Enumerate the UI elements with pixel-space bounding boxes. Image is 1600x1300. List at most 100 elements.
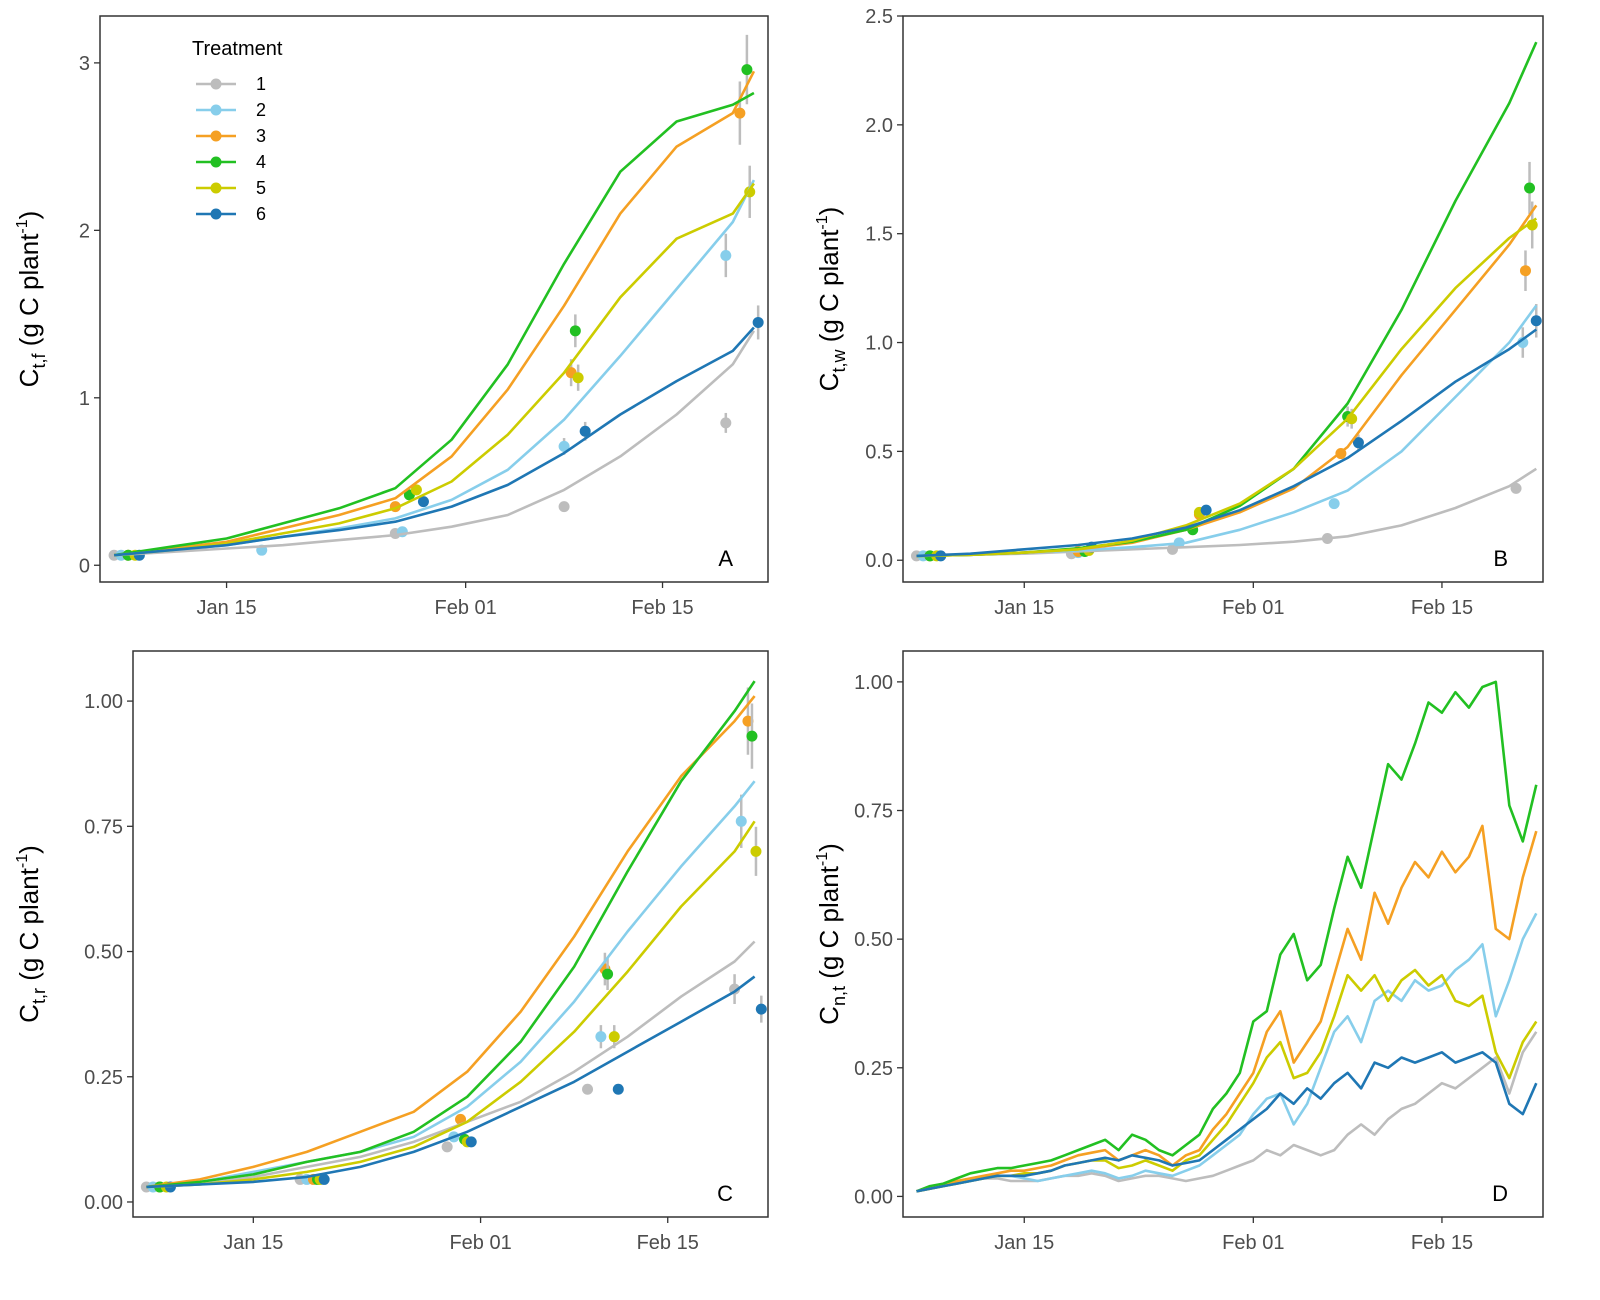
- x-tick-label: Jan 15: [994, 597, 1054, 619]
- y-tick-label: 0.25: [854, 1058, 893, 1080]
- legend-background: [180, 18, 320, 258]
- panel-c: 0.00 0.25 0.50 0.75 1.00 Jan 15 Feb 01 Feb 15 Ct…: [14, 650, 769, 1254]
- point-treatment-4: [1524, 182, 1536, 194]
- panel-tag: B: [1493, 546, 1508, 571]
- line-treatment-3: [146, 695, 756, 1189]
- x-tick-label: Jan 15: [994, 1232, 1054, 1254]
- y-axis-title: Ct,r (g C plant-1): [14, 845, 49, 1023]
- line-treatment-2: [146, 780, 756, 1189]
- point-treatment-3: [1519, 265, 1531, 277]
- y-axis-title-sub: t,f: [29, 353, 49, 369]
- point-treatment-6: [465, 1136, 477, 1148]
- point-treatment-1: [720, 417, 732, 429]
- y-tick-label: 2: [79, 220, 90, 242]
- y-axis-title-main: C: [814, 1006, 844, 1025]
- y-axis-title-rest: (g C plant: [814, 229, 844, 350]
- point-treatment-5: [410, 484, 422, 496]
- y-axis-title-main: C: [14, 369, 44, 388]
- panel-b: 0.0 0.5 1.0 1.5 2.0 2.5 Jan 15 Feb 01 Feb 15 Ct,w…: [814, 6, 1544, 619]
- line-treatment-6: [916, 328, 1538, 558]
- point-treatment-5: [750, 845, 762, 857]
- point-treatment-4: [741, 64, 753, 76]
- y-tick-label: 1.00: [84, 691, 123, 713]
- line-treatment-1: [916, 1031, 1538, 1193]
- y-axis-title-sup: -1: [14, 854, 31, 868]
- line-treatment-3: [113, 70, 756, 557]
- point-treatment-2: [595, 1031, 607, 1043]
- y-axis-title-sup: -1: [14, 219, 31, 233]
- y-axis-title: Cn,t (g C plant-1): [814, 843, 849, 1025]
- y-tick-label: 0.75: [854, 801, 893, 823]
- x-tick-label: Feb 15: [637, 1232, 699, 1254]
- y-axis-title-sub: n,t: [829, 986, 849, 1006]
- y-axis-title-sub: t,r: [29, 988, 49, 1004]
- y-tick-label: 1.00: [854, 672, 893, 694]
- y-axis-title-main: C: [14, 1004, 44, 1023]
- point-treatment-3: [734, 107, 746, 119]
- y-tick-label: 0.5: [865, 441, 893, 463]
- x-tick-label: Feb 15: [631, 597, 693, 619]
- line-treatment-5: [916, 968, 1538, 1193]
- point-treatment-4: [746, 730, 758, 742]
- y-tick-label: 0.75: [84, 816, 123, 838]
- y-tick-label: 0.25: [84, 1067, 123, 1089]
- y-axis-title-close: ): [814, 207, 844, 216]
- panel-border: [902, 650, 1544, 1218]
- point-treatment-6: [318, 1173, 330, 1185]
- x-tick-label: Feb 01: [449, 1232, 511, 1254]
- point-treatment-5: [608, 1031, 620, 1043]
- y-tick-label: 0: [79, 555, 90, 577]
- line-treatment-6: [916, 1051, 1538, 1193]
- line-treatment-4: [146, 680, 756, 1189]
- point-treatment-6: [612, 1083, 624, 1095]
- legend-label: 1: [256, 74, 266, 94]
- y-tick-label: 0.00: [854, 1186, 893, 1208]
- line-treatment-5: [146, 820, 756, 1189]
- point-treatment-6: [752, 316, 764, 328]
- legend-key-point: [210, 78, 222, 90]
- x-tick-label: Feb 15: [1411, 597, 1473, 619]
- legend-label: 4: [256, 152, 266, 172]
- point-treatment-1: [1510, 482, 1522, 494]
- point-treatment-2: [558, 440, 570, 452]
- point-treatment-1: [441, 1141, 453, 1153]
- panel-tag: D: [1492, 1181, 1508, 1206]
- panel-border: [902, 15, 1544, 583]
- y-axis-title-close: ): [814, 843, 844, 852]
- point-treatment-3: [742, 715, 754, 727]
- line-treatment-3: [916, 204, 1538, 558]
- legend-key-point: [210, 104, 222, 116]
- legend-key-point: [210, 130, 222, 142]
- point-treatment-6: [1200, 504, 1212, 516]
- legend-label: 3: [256, 126, 266, 146]
- point-treatment-1: [558, 501, 570, 513]
- point-treatment-6: [1352, 437, 1364, 449]
- line-treatment-2: [916, 912, 1538, 1193]
- legend-title: Treatment: [192, 38, 283, 60]
- y-tick-label: 0.00: [84, 1192, 123, 1214]
- point-treatment-1: [582, 1083, 594, 1095]
- y-axis-title-rest: (g C plant: [14, 867, 44, 988]
- y-axis-title-close: ): [14, 845, 44, 854]
- line-treatment-2: [916, 304, 1538, 558]
- line-treatment-5: [916, 217, 1538, 558]
- point-treatment-2: [720, 249, 732, 261]
- y-tick-label: 1.0: [865, 333, 893, 355]
- panel-border: [132, 650, 769, 1218]
- line-treatment-4: [113, 91, 755, 557]
- point-treatment-6: [755, 1003, 767, 1015]
- panel-a: 0 1 2 3 Jan 15 Feb 01 Feb 15 Ct,f (g C plant-1)…: [14, 15, 769, 619]
- y-axis-title-close: ): [14, 211, 44, 220]
- y-axis-title-main: C: [814, 373, 844, 392]
- y-axis-title: Ct,w (g C plant-1): [814, 207, 849, 392]
- point-treatment-6: [579, 425, 591, 437]
- y-tick-label: 0.50: [84, 942, 123, 964]
- line-treatment-3: [916, 824, 1538, 1193]
- legend-label: 5: [256, 178, 266, 198]
- line-treatment-6: [146, 975, 756, 1189]
- line-treatment-6: [113, 326, 755, 557]
- point-treatment-5: [572, 372, 584, 384]
- panel-border: [99, 15, 769, 583]
- y-tick-label: 2.0: [865, 115, 893, 137]
